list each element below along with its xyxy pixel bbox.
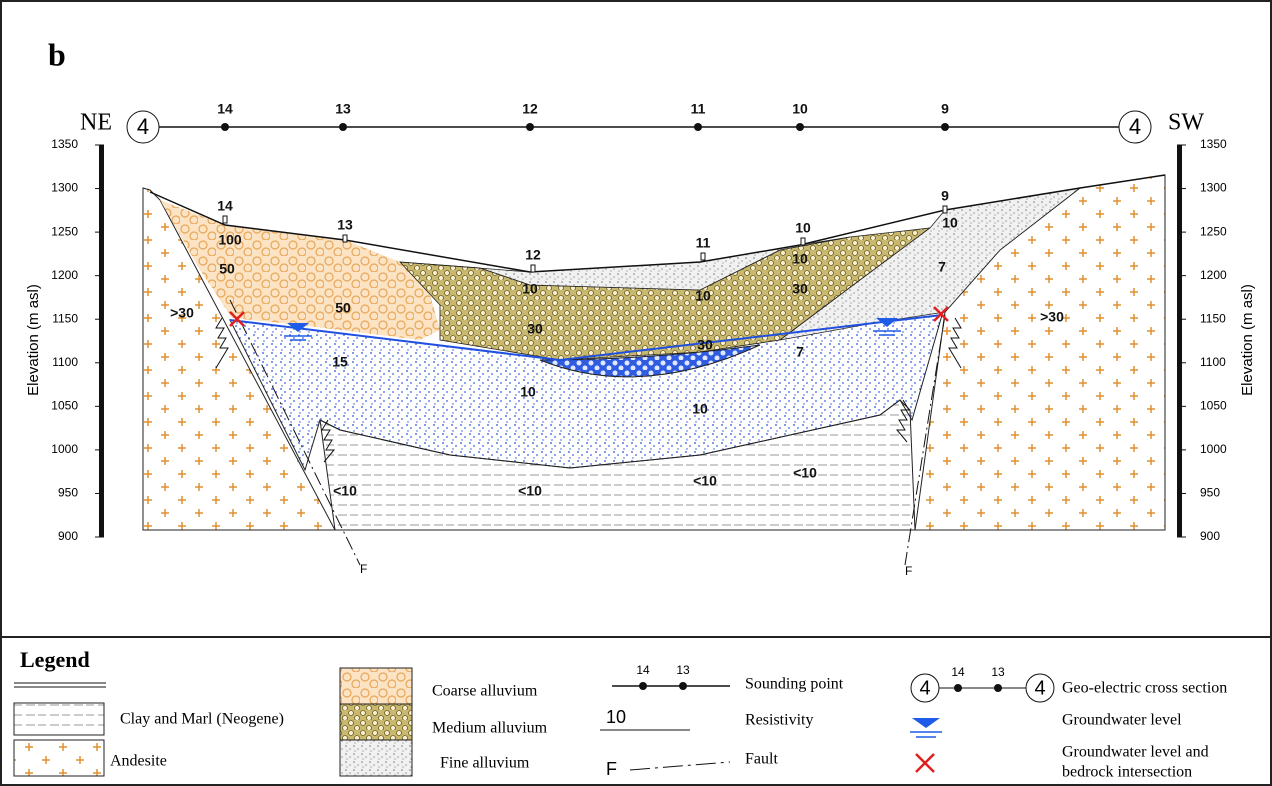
tick-label: 1050: [51, 399, 78, 413]
resistivity-label: 30: [697, 337, 713, 353]
legend-text: Resistivity: [745, 712, 813, 729]
sounding-label: 13: [337, 217, 353, 233]
scale-bar: [1177, 145, 1182, 537]
sounding-label: 10: [792, 101, 808, 117]
resistivity-label: 50: [335, 300, 351, 316]
fault-label: F: [360, 562, 367, 576]
tick-label: 900: [58, 529, 78, 543]
resistivity-label: 30: [527, 321, 543, 337]
resistivity-label: 10: [522, 281, 538, 297]
sounding-label: 10: [795, 220, 811, 236]
tick-label: 1200: [51, 268, 78, 282]
tick-label: 1100: [52, 355, 78, 369]
sounding-marker: [943, 206, 947, 213]
sounding-marker: [701, 253, 705, 260]
resistivity-label: <10: [518, 483, 542, 499]
tick-label: 1150: [1200, 311, 1226, 325]
sounding-label: 12: [525, 247, 541, 263]
legend-symbol: 13: [991, 665, 1005, 679]
axis-label: Elevation (m asl): [1239, 284, 1256, 396]
resistivity-label: 10: [695, 288, 711, 304]
sounding-label: 14: [217, 101, 233, 117]
sounding-label: 13: [335, 101, 351, 117]
tick-label: 1000: [1200, 442, 1227, 456]
resistivity-label: 50: [219, 261, 235, 277]
resistivity-label: <10: [693, 473, 717, 489]
sounding-label: 9: [941, 101, 949, 117]
sounding-label: 11: [696, 235, 711, 251]
sounding-marker: [531, 265, 535, 272]
sounding-label: 12: [522, 101, 538, 117]
tick-label: 1100: [1200, 355, 1226, 369]
resistivity-label: 10: [792, 251, 808, 267]
resistivity-label: <10: [793, 465, 817, 481]
section-body: [143, 175, 1165, 565]
resistivity-label: >30: [170, 305, 194, 321]
legend-text: Groundwater level: [1062, 712, 1182, 729]
sounding-point: [526, 123, 534, 131]
resistivity-label: <10: [333, 483, 357, 499]
sounding-label: 9: [941, 188, 949, 204]
tick-label: 1350: [1200, 137, 1227, 151]
legend-symbol: 13: [676, 663, 690, 677]
sounding-point: [796, 123, 804, 131]
axis-label: Elevation (m asl): [25, 284, 42, 396]
resistivity-label: 7: [938, 259, 946, 275]
tick-label: 1350: [51, 137, 78, 151]
tick-label: 1200: [1200, 268, 1227, 282]
sounding-point: [941, 123, 949, 131]
tick-label: 950: [58, 486, 78, 500]
sounding-point: [339, 123, 347, 131]
tick-label: 1250: [51, 224, 78, 238]
sounding-marker: [801, 238, 805, 245]
sounding-label: 14: [217, 198, 233, 214]
resistivity-label: 15: [332, 354, 348, 370]
resistivity-label: 30: [792, 281, 808, 297]
resistivity-label: 10: [520, 384, 536, 400]
tick-label: 1050: [1200, 399, 1227, 413]
tick-label: 1300: [1200, 181, 1227, 195]
tick-label: 900: [1200, 529, 1220, 543]
legend-text: Fine alluvium: [440, 755, 530, 772]
resistivity-label: 7: [796, 344, 804, 360]
tick-label: 1250: [1200, 224, 1227, 238]
legend-title: Legend: [20, 647, 90, 672]
resistivity-label: >30: [1040, 309, 1064, 325]
legend-symbol: 10: [606, 707, 626, 727]
legend-symbol: 14: [951, 665, 965, 679]
resistivity-label: 10: [942, 215, 958, 231]
tick-label: 1000: [51, 442, 78, 456]
tick-label: 950: [1200, 486, 1220, 500]
legend-symbol: 4: [919, 677, 930, 699]
legend-text: Medium alluvium: [432, 720, 548, 737]
section-number: 4: [1129, 114, 1141, 139]
legend-text: Coarse alluvium: [432, 683, 538, 700]
legend-symbol: F: [606, 759, 617, 779]
tick-label: 1300: [51, 181, 78, 195]
sounding-point: [221, 123, 229, 131]
legend-text: Groundwater level and: [1062, 744, 1209, 761]
direction: SW: [1168, 110, 1204, 136]
figure: 4 4 NE SW b Elevation (m asl) Elevation …: [0, 0, 1272, 786]
legend-text: Sounding point: [745, 676, 844, 693]
legend-text: Fault: [745, 751, 778, 768]
direction: NE: [80, 110, 112, 136]
legend-text: Geo-electric cross section: [1062, 680, 1227, 697]
legend-text: Clay and Marl (Neogene): [120, 711, 284, 728]
sounding-marker: [223, 216, 227, 223]
legend-symbol: 4: [1034, 677, 1045, 699]
sounding-label: 11: [691, 101, 706, 117]
sounding-point: [694, 123, 702, 131]
tick-label: 1150: [52, 311, 78, 325]
legend-text: bedrock intersection: [1062, 764, 1192, 781]
section-number: 4: [137, 114, 149, 139]
resistivity-label: 100: [218, 232, 242, 248]
resistivity-label: 10: [692, 401, 708, 417]
scale-bar: [99, 145, 104, 537]
panel-label: b: [48, 36, 66, 72]
sounding-marker: [343, 235, 347, 242]
fault-label: F: [905, 564, 912, 578]
legend-text: Andesite: [110, 753, 167, 770]
legend-symbol: 14: [636, 663, 650, 677]
